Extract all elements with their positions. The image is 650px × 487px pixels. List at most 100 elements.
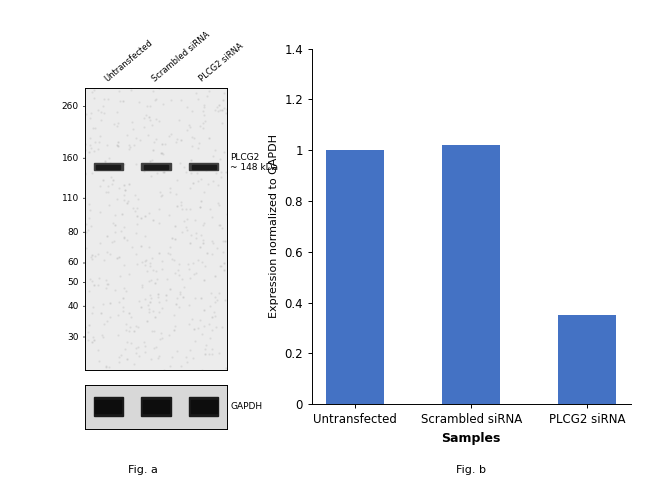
Point <box>98 176 108 184</box>
Point <box>145 259 155 267</box>
Point <box>81 244 91 252</box>
Point <box>122 131 133 138</box>
Point <box>88 337 99 344</box>
Text: 50: 50 <box>68 278 79 287</box>
Point <box>144 305 155 313</box>
Point <box>137 258 148 266</box>
Point <box>140 257 150 265</box>
Point <box>112 142 123 150</box>
Point <box>142 102 152 110</box>
Point <box>113 142 124 150</box>
Point <box>182 215 192 223</box>
Bar <box>192 165 216 169</box>
Point <box>207 213 217 221</box>
Point <box>94 138 104 146</box>
Point <box>98 95 109 103</box>
Point <box>188 179 198 187</box>
Point <box>116 351 127 358</box>
Text: 110: 110 <box>62 194 79 203</box>
Point <box>148 307 158 315</box>
Point <box>88 281 99 289</box>
Bar <box>189 164 218 169</box>
Point <box>120 187 130 194</box>
Point <box>185 205 195 213</box>
Point <box>201 341 211 349</box>
Point <box>187 108 197 115</box>
Point <box>198 321 209 329</box>
Point <box>198 107 208 115</box>
Point <box>92 106 103 113</box>
Point <box>149 138 159 146</box>
Point <box>209 312 220 319</box>
Point <box>149 344 159 352</box>
Point <box>179 283 189 291</box>
Point <box>221 364 231 372</box>
Point <box>209 298 220 305</box>
Point <box>100 277 110 284</box>
Bar <box>96 400 121 413</box>
Point <box>166 130 176 137</box>
Point <box>94 208 105 216</box>
Point <box>155 188 166 196</box>
Point <box>85 134 96 142</box>
Point <box>179 218 189 225</box>
Point <box>176 202 186 209</box>
Point <box>198 236 208 244</box>
Point <box>118 181 129 188</box>
Point <box>120 345 130 353</box>
Point <box>185 123 195 131</box>
Point <box>160 140 170 148</box>
Point <box>144 113 155 121</box>
Bar <box>144 165 168 169</box>
Point <box>96 116 106 124</box>
Point <box>103 182 113 189</box>
Point <box>207 345 218 353</box>
Point <box>146 121 157 129</box>
Point <box>222 210 233 218</box>
Point <box>83 321 94 329</box>
Point <box>190 337 200 345</box>
Point <box>195 203 205 211</box>
Point <box>198 240 208 247</box>
Point <box>218 148 229 156</box>
Point <box>122 356 133 363</box>
Point <box>89 86 99 94</box>
Point <box>215 155 226 163</box>
Point <box>130 207 140 215</box>
Point <box>127 205 138 212</box>
Point <box>188 271 199 279</box>
Point <box>157 265 167 273</box>
Point <box>157 149 167 157</box>
Point <box>195 204 205 211</box>
Point <box>170 322 180 330</box>
Point <box>86 223 97 230</box>
Point <box>100 159 110 167</box>
Point <box>212 244 222 252</box>
Point <box>195 123 205 131</box>
Point <box>190 234 201 242</box>
Point <box>112 138 123 146</box>
Point <box>107 238 117 245</box>
Point <box>139 232 150 240</box>
Point <box>86 145 96 152</box>
Point <box>132 204 142 212</box>
Bar <box>143 400 169 413</box>
Bar <box>442 145 501 404</box>
Point <box>154 117 164 125</box>
Point <box>148 266 158 274</box>
Point <box>218 266 229 274</box>
Point <box>142 301 153 309</box>
Point <box>119 284 129 292</box>
Point <box>198 124 208 132</box>
Point <box>103 154 114 162</box>
Point <box>186 156 196 164</box>
Point <box>140 295 151 303</box>
Point <box>113 119 124 127</box>
Point <box>128 125 138 133</box>
Point <box>188 259 198 267</box>
Point <box>170 222 181 229</box>
Point <box>154 205 164 213</box>
Point <box>194 161 204 169</box>
Point <box>220 297 231 304</box>
Text: Fig. a: Fig. a <box>128 465 158 475</box>
